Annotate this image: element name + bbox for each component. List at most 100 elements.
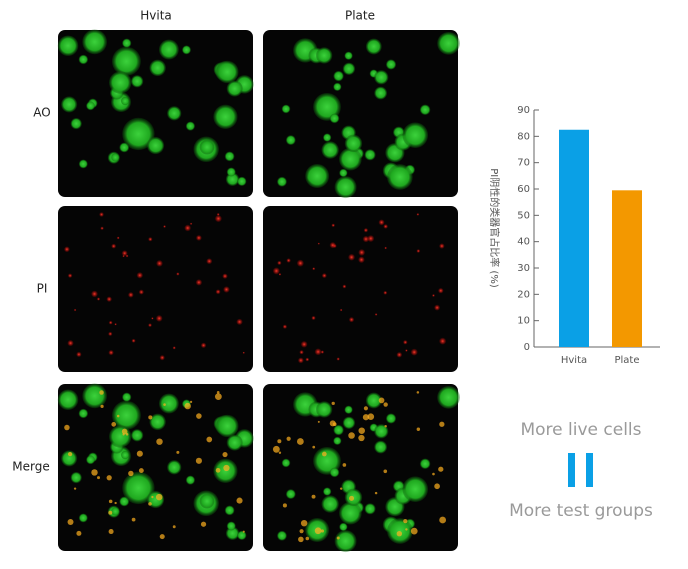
pi-dot xyxy=(314,527,322,535)
organoid xyxy=(216,60,239,84)
organoid xyxy=(224,505,235,516)
organoid xyxy=(149,59,166,77)
pi-dot xyxy=(136,450,143,457)
pi-dot xyxy=(321,451,327,457)
pi-dot xyxy=(67,518,74,525)
organoid xyxy=(323,487,332,496)
y-tick-label: 20 xyxy=(517,289,530,300)
organoid xyxy=(339,522,348,532)
pi-dot xyxy=(416,391,420,394)
organoid xyxy=(374,86,388,100)
pi-dot xyxy=(148,237,153,242)
pi-dot xyxy=(91,290,98,298)
microscopy-image xyxy=(263,206,458,372)
pi-dot xyxy=(410,527,418,535)
x-tick-label: Hvita xyxy=(561,355,587,366)
y-tick-label: 80 xyxy=(517,131,530,142)
organoid xyxy=(158,39,179,60)
organoid xyxy=(419,458,431,470)
pi-dot xyxy=(311,315,316,320)
organoid xyxy=(333,70,344,82)
pi-dot xyxy=(196,413,202,419)
pi-dot xyxy=(300,519,308,527)
organoid xyxy=(339,501,362,525)
pi-dot xyxy=(358,434,365,442)
organoid xyxy=(122,471,155,505)
organoid xyxy=(437,385,460,409)
pi-dot xyxy=(272,445,280,453)
organoid xyxy=(226,167,236,177)
equals-icon xyxy=(568,453,575,487)
pi-dot xyxy=(121,250,128,257)
microscopy-image xyxy=(58,206,253,372)
pi-dot xyxy=(438,288,444,294)
organoid xyxy=(333,436,342,445)
annotation: More live cells xyxy=(520,420,641,440)
pi-dot xyxy=(305,536,310,541)
organoid xyxy=(120,96,130,106)
organoid xyxy=(374,70,389,85)
pi-dot xyxy=(64,246,70,253)
pi-dot xyxy=(320,350,324,354)
pi-dot xyxy=(215,289,221,295)
organoid xyxy=(344,51,353,60)
pi-dot xyxy=(195,457,202,464)
organoid xyxy=(109,425,132,448)
organoid xyxy=(122,117,155,151)
organoid xyxy=(385,413,397,424)
pi-dot xyxy=(416,249,421,253)
organoid xyxy=(285,135,296,146)
pi-dot xyxy=(278,451,282,454)
pi-dot xyxy=(138,468,144,474)
bar xyxy=(612,190,642,347)
pi-dot xyxy=(155,493,163,501)
organoid xyxy=(213,104,238,129)
pi-dot xyxy=(339,487,343,490)
bar-chart: PI阴性的类器官占比率 (%) 0 10 20 30 40 50 60 70 80 90 Hvita… xyxy=(488,105,660,366)
pi-dot xyxy=(336,357,340,361)
organoid xyxy=(321,141,339,159)
organoid xyxy=(120,450,130,460)
pi-dot xyxy=(176,272,180,276)
pi-dot xyxy=(151,317,154,320)
pi-dot xyxy=(114,323,117,326)
pi-dot xyxy=(156,260,163,267)
pi-dot xyxy=(136,272,143,279)
pi-dot xyxy=(286,258,291,263)
organoid xyxy=(334,176,357,199)
image-grid xyxy=(57,29,460,553)
pi-dot xyxy=(184,402,191,410)
y-tick-label: 60 xyxy=(517,184,530,195)
bar xyxy=(559,129,589,347)
organoid xyxy=(78,54,89,65)
organoid xyxy=(285,489,296,500)
pi-dot xyxy=(329,242,336,249)
organoid xyxy=(70,117,82,130)
pi-dot xyxy=(111,243,117,249)
pi-dot xyxy=(108,510,113,515)
pi-dot xyxy=(367,235,375,242)
organoid xyxy=(277,176,287,187)
equals-icon xyxy=(586,453,593,487)
pi-dot xyxy=(73,308,77,312)
y-tick-label: 90 xyxy=(517,105,530,116)
organoid xyxy=(437,31,460,55)
pi-dot xyxy=(439,243,445,249)
organoid xyxy=(78,513,88,523)
organoid xyxy=(130,429,144,442)
pi-dot xyxy=(100,226,104,230)
pi-dot xyxy=(434,483,440,490)
pi-dot xyxy=(108,350,114,356)
organoid xyxy=(342,416,356,429)
pi-dot xyxy=(405,528,408,531)
organoid xyxy=(333,82,342,91)
organoid xyxy=(226,521,236,531)
organoid xyxy=(199,493,215,509)
organoid xyxy=(419,104,431,116)
organoid xyxy=(226,434,243,451)
pi-dot xyxy=(242,351,245,354)
pi-dot xyxy=(300,341,308,348)
pi-dot xyxy=(163,225,166,228)
pi-dot xyxy=(317,242,320,245)
pi-dot xyxy=(311,494,316,499)
